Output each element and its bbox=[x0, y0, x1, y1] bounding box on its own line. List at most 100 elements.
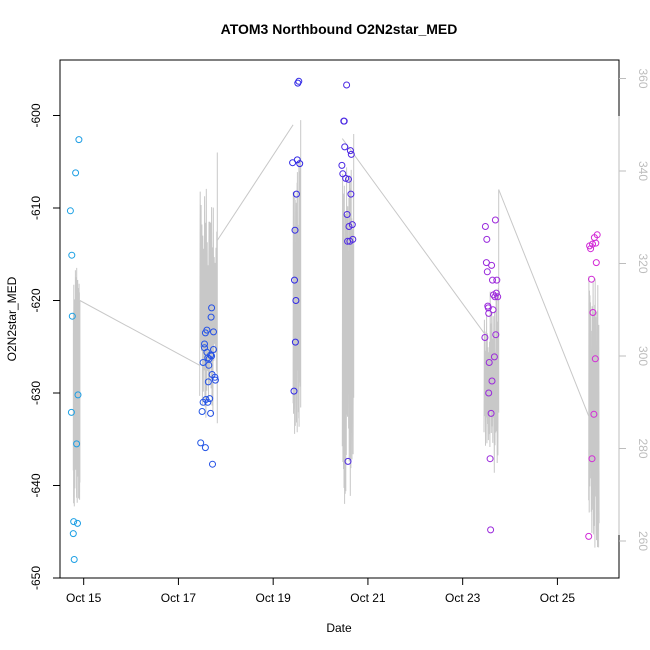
scatter-point bbox=[491, 293, 499, 301]
scatter-point bbox=[492, 331, 500, 339]
scatter-point bbox=[203, 326, 211, 334]
scatter-point bbox=[208, 304, 216, 312]
scatter-point bbox=[207, 409, 215, 417]
right-y-tick-label: 360 bbox=[636, 68, 650, 88]
scatter-point bbox=[492, 289, 500, 297]
scatter-point bbox=[207, 313, 215, 321]
scatter-point bbox=[209, 460, 216, 468]
x-axis: Oct 15 Oct 17 Oct 19 Oct 21 Oct 23 Oct 25 bbox=[66, 577, 576, 605]
scatter-point bbox=[292, 297, 300, 304]
scatter-point bbox=[69, 530, 77, 538]
scatter-point bbox=[291, 338, 299, 346]
right-y-tick-label: 280 bbox=[636, 438, 650, 458]
y-tick-label: -630 bbox=[29, 381, 43, 405]
scatter-point bbox=[343, 81, 351, 89]
scatter-point bbox=[338, 161, 346, 169]
scatter-point bbox=[291, 276, 298, 284]
x-axis-title: Date bbox=[326, 621, 352, 635]
right-y-axis: 360 340 320 300 280 260 bbox=[618, 68, 650, 551]
scatter-point bbox=[590, 410, 598, 418]
scatter-point bbox=[347, 150, 355, 158]
scatter-point bbox=[589, 240, 596, 248]
y-tick-label: -620 bbox=[29, 288, 43, 312]
scatter-points bbox=[66, 77, 601, 563]
scatter-point bbox=[206, 395, 214, 403]
y-tick-label: -600 bbox=[29, 103, 43, 127]
scatter-point bbox=[208, 352, 216, 360]
y-tick-label: -650 bbox=[29, 566, 43, 590]
scatter-point bbox=[591, 355, 599, 363]
scatter-point bbox=[198, 408, 206, 415]
x-tick-label: Oct 17 bbox=[161, 591, 197, 605]
scatter-point bbox=[67, 408, 75, 416]
scatter-point bbox=[344, 457, 352, 465]
scatter-point bbox=[491, 216, 499, 224]
scatter-point bbox=[485, 389, 493, 397]
scatter-point bbox=[481, 223, 489, 230]
scatter-point bbox=[487, 526, 495, 534]
scatter-point bbox=[588, 455, 596, 463]
gray-line-bridge bbox=[79, 124, 590, 417]
y-axis-title: O2N2star_MED bbox=[5, 276, 19, 361]
scatter-point bbox=[345, 175, 352, 183]
scatter-point bbox=[593, 231, 601, 239]
scatter-point bbox=[587, 245, 595, 253]
right-y-tick-label: 260 bbox=[636, 531, 650, 551]
scatter-point bbox=[481, 334, 489, 341]
y-tick-label: -640 bbox=[29, 473, 43, 497]
scatter-point bbox=[493, 276, 501, 284]
scatter-point bbox=[207, 351, 215, 359]
scatter-point bbox=[487, 409, 495, 417]
scatter-point bbox=[348, 221, 356, 229]
scatter-point bbox=[295, 77, 303, 85]
scatter-point bbox=[485, 359, 493, 366]
y-tick-label: -610 bbox=[29, 196, 43, 220]
scatter-point bbox=[349, 235, 357, 243]
scatter-point bbox=[211, 376, 219, 384]
scatter-point bbox=[66, 207, 74, 215]
scatter-point bbox=[75, 136, 83, 144]
scatter-point bbox=[68, 312, 76, 320]
scatter-point bbox=[483, 268, 491, 276]
scatter-point bbox=[73, 440, 81, 448]
scatter-point bbox=[291, 226, 299, 234]
scatter-point bbox=[340, 117, 348, 125]
scatter-point bbox=[201, 444, 209, 452]
right-y-tick-label: 300 bbox=[636, 346, 650, 366]
scatter-point bbox=[592, 259, 600, 267]
scatter-point bbox=[486, 455, 494, 463]
scatter-point bbox=[489, 306, 497, 314]
scatter-point bbox=[293, 156, 301, 164]
scatter-point bbox=[588, 275, 595, 283]
x-tick-label: Oct 23 bbox=[445, 591, 481, 605]
scatter-point bbox=[489, 276, 496, 284]
scatter-point bbox=[296, 160, 304, 168]
scatter-point bbox=[204, 378, 212, 386]
scatter-point bbox=[346, 147, 354, 155]
x-tick-label: Oct 21 bbox=[350, 591, 386, 605]
scatter-point bbox=[205, 361, 213, 369]
scatter-point bbox=[211, 373, 219, 381]
scatter-point bbox=[290, 387, 298, 395]
scatter-point bbox=[74, 391, 82, 399]
scatter-point bbox=[70, 518, 78, 526]
scatter-point bbox=[488, 261, 496, 269]
scatter-point bbox=[210, 328, 217, 336]
scatter-point bbox=[74, 519, 81, 527]
chart-title: ATOM3 Northbound O2N2star_MED bbox=[221, 21, 458, 37]
x-tick-label: Oct 19 bbox=[255, 591, 291, 605]
scatter-point bbox=[485, 309, 493, 317]
scatter-point bbox=[589, 309, 597, 316]
scatter-point bbox=[482, 259, 490, 267]
scatter-point bbox=[199, 359, 207, 366]
scatter-point bbox=[72, 169, 80, 177]
x-tick-label: Oct 25 bbox=[540, 591, 576, 605]
scatter-point bbox=[585, 532, 593, 540]
scatter-point bbox=[210, 346, 217, 353]
x-tick-label: Oct 15 bbox=[66, 591, 102, 605]
scatter-point bbox=[70, 556, 78, 563]
scatter-point bbox=[201, 340, 208, 348]
scatter-point bbox=[341, 143, 349, 151]
right-y-tick-label: 320 bbox=[636, 253, 650, 273]
